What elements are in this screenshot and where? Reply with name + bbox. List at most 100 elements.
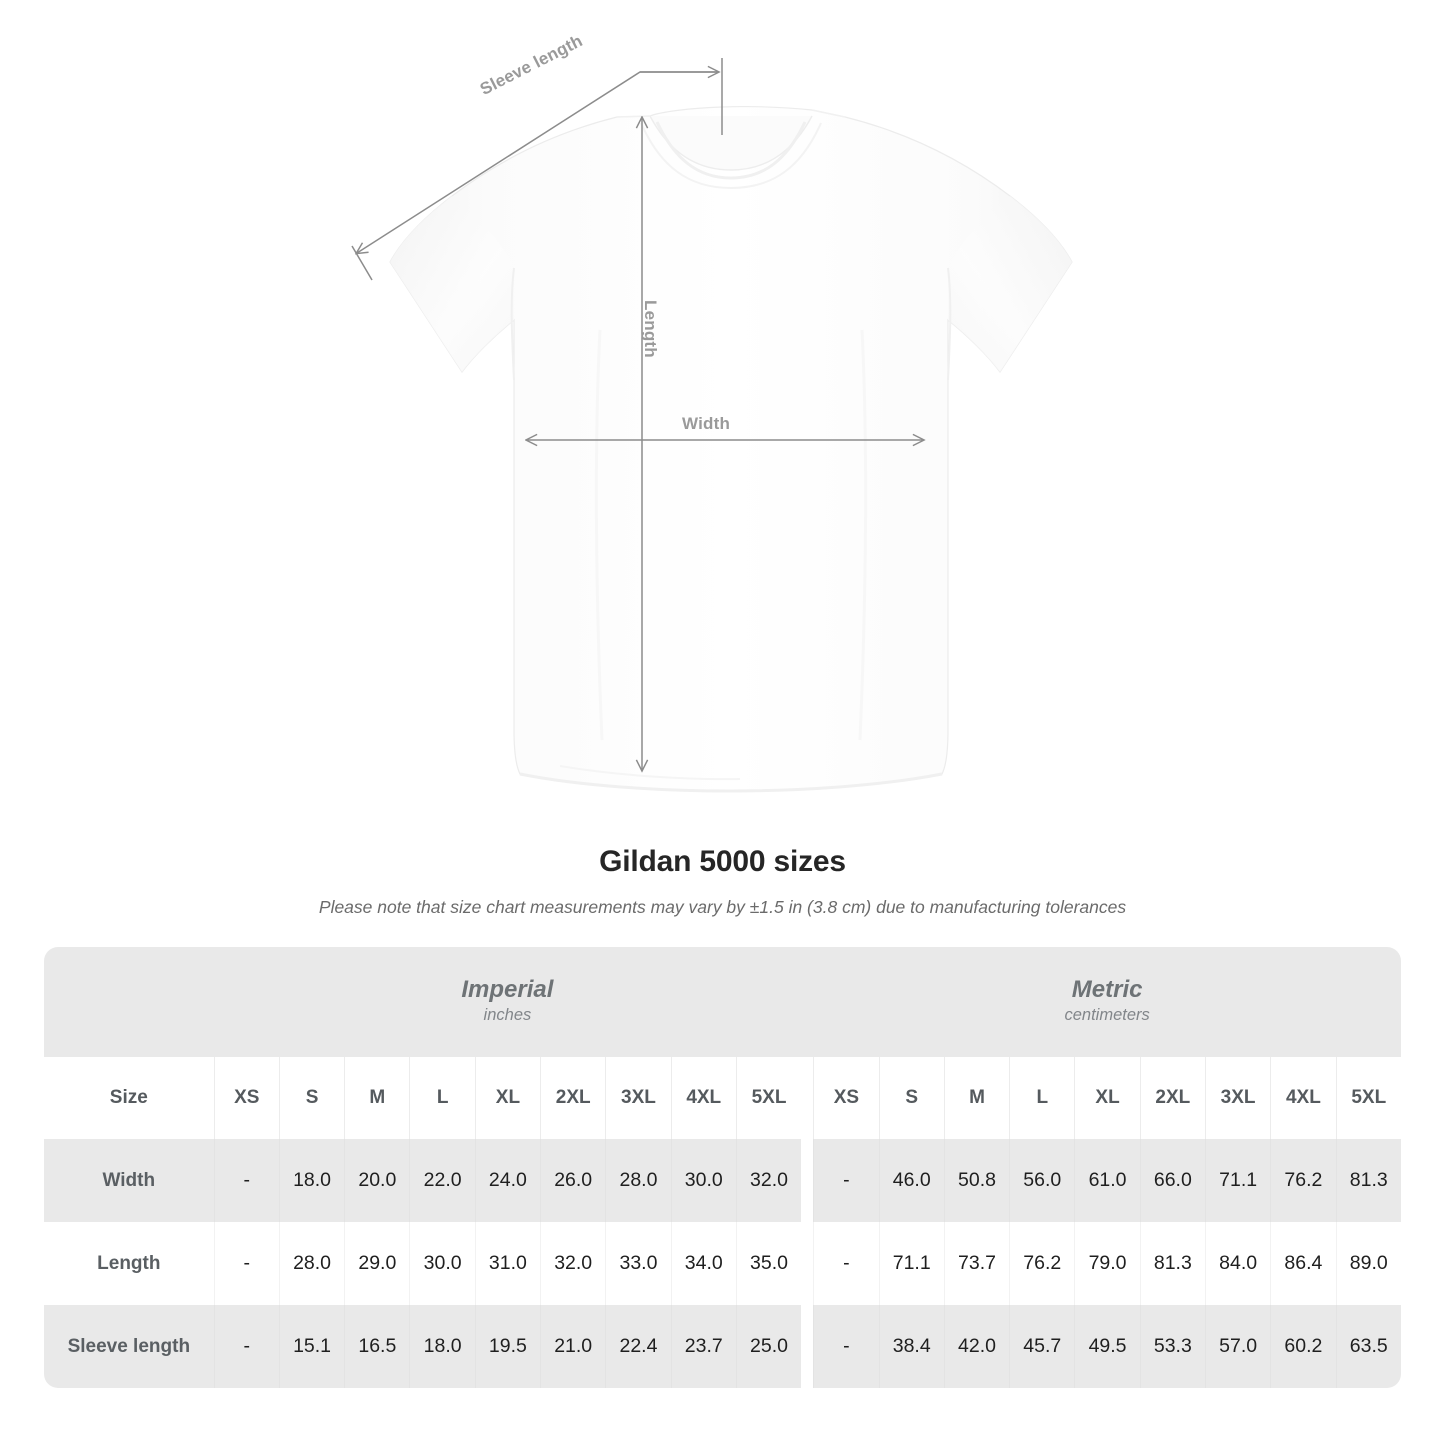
cell-imperial-s: 18.0 [278, 1139, 345, 1222]
size-header-metric-s: S [878, 1057, 944, 1139]
cell-imperial-m: 16.5 [344, 1305, 410, 1388]
cell-imperial-xl: 31.0 [474, 1222, 541, 1305]
cell-imperial-3xl: 22.4 [605, 1305, 671, 1388]
size-row-gap [801, 1057, 814, 1139]
cell-imperial-4xl: 23.7 [670, 1305, 736, 1388]
cell-metric-l: 45.7 [1009, 1305, 1075, 1388]
cell-imperial-3xl: 33.0 [605, 1222, 671, 1305]
size-header-imperial-5xl: 5XL [735, 1057, 802, 1139]
cell-imperial-2xl: 32.0 [540, 1222, 606, 1305]
cell-imperial-xs: - [213, 1222, 279, 1305]
cell-imperial-xl: 24.0 [474, 1139, 541, 1222]
cell-metric-s: 71.1 [878, 1222, 944, 1305]
cell-imperial-3xl: 28.0 [605, 1139, 671, 1222]
cell-imperial-xl: 19.5 [474, 1305, 541, 1388]
size-header-metric-m: M [943, 1057, 1010, 1139]
unit-row-gap [801, 947, 814, 1057]
metric-unit-header: Metric centimeters [813, 947, 1401, 1057]
tshirt-illustration [351, 58, 1073, 793]
cell-metric-2xl: 81.3 [1139, 1222, 1205, 1305]
size-header-imperial-4xl: 4XL [670, 1057, 736, 1139]
measure-label-sleeve-length: Sleeve length [44, 1305, 214, 1388]
size-header-metric-5xl: 5XL [1335, 1057, 1401, 1139]
size-header-metric-2xl: 2XL [1139, 1057, 1205, 1139]
size-header-metric-l: L [1009, 1057, 1075, 1139]
sleeve-tick-left [351, 245, 373, 281]
page-title: Gildan 5000 sizes [599, 845, 846, 878]
cell-metric-3xl: 84.0 [1204, 1222, 1271, 1305]
cell-imperial-m: 20.0 [344, 1139, 410, 1222]
metric-unit-header-name: Metric [1071, 975, 1143, 1003]
size-header-metric-xs: XS [813, 1057, 879, 1139]
size-header-imperial-m: M [344, 1057, 410, 1139]
size-header-row: Size XS S M L XL 2XL 3XL 4XL 5XL XS S M L XL 2XL 3XL 4XL 5… [44, 1057, 1401, 1139]
cell-metric-4xl: 60.2 [1270, 1305, 1336, 1388]
cell-metric-m: 42.0 [943, 1305, 1010, 1388]
cell-imperial-2xl: 26.0 [540, 1139, 606, 1222]
cell-metric-m: 73.7 [943, 1222, 1010, 1305]
imperial-unit-header-sub: inches [483, 1006, 532, 1025]
cell-metric-xs: - [813, 1139, 879, 1222]
cell-imperial-4xl: 30.0 [670, 1139, 736, 1222]
row-gap [801, 1222, 814, 1305]
cell-metric-3xl: 71.1 [1204, 1139, 1271, 1222]
length-dimension-label: Length [641, 300, 660, 358]
cell-metric-4xl: 76.2 [1270, 1139, 1336, 1222]
cell-imperial-4xl: 34.0 [670, 1222, 736, 1305]
cell-metric-l: 56.0 [1009, 1139, 1075, 1222]
cell-metric-4xl: 86.4 [1270, 1222, 1336, 1305]
size-column-header: Size [44, 1057, 214, 1139]
size-chart-heading-block: Gildan 5000 sizes Please note that size … [0, 845, 1445, 918]
cell-imperial-xs: - [213, 1305, 279, 1388]
cell-metric-3xl: 57.0 [1204, 1305, 1271, 1388]
cell-metric-xs: - [813, 1305, 879, 1388]
cell-metric-m: 50.8 [943, 1139, 1010, 1222]
cell-imperial-5xl: 25.0 [735, 1305, 802, 1388]
size-header-imperial-3xl: 3XL [605, 1057, 671, 1139]
unit-header-row: Imperial inches Metric centimeters [44, 947, 1401, 1057]
cell-imperial-xs: - [213, 1139, 279, 1222]
cell-metric-5xl: 63.5 [1335, 1305, 1401, 1388]
cell-imperial-5xl: 32.0 [735, 1139, 802, 1222]
size-header-imperial-2xl: 2XL [540, 1057, 606, 1139]
cell-metric-xl: 61.0 [1074, 1139, 1140, 1222]
size-header-metric-xl: XL [1074, 1057, 1140, 1139]
tshirt-measurement-diagram: Sleeve length Length Width [351, 31, 1073, 793]
tolerance-note: Please note that size chart measurements… [318, 897, 1127, 917]
cell-metric-s: 38.4 [878, 1305, 944, 1388]
cell-metric-2xl: 53.3 [1139, 1305, 1205, 1388]
measurement-lines [351, 58, 923, 770]
cell-metric-xl: 79.0 [1074, 1222, 1140, 1305]
row-gap [801, 1305, 814, 1388]
cell-imperial-s: 15.1 [278, 1305, 345, 1388]
size-chart-table-container: Imperial inches Metric centimeters Size XS S M L… [44, 947, 1401, 1388]
size-header-imperial-l: L [409, 1057, 475, 1139]
cell-imperial-l: 22.0 [409, 1139, 475, 1222]
cell-imperial-2xl: 21.0 [540, 1305, 606, 1388]
size-header-metric-4xl: 4XL [1270, 1057, 1336, 1139]
table-row: Width -18.0 20.0 22.0 24.0 26.0 28.0 30.0 32.0-4… [44, 1139, 1401, 1222]
cell-metric-2xl: 66.0 [1139, 1139, 1205, 1222]
cell-metric-l: 76.2 [1009, 1222, 1075, 1305]
cell-imperial-l: 30.0 [409, 1222, 475, 1305]
table-row: Sleeve length -15.1 16.5 18.0 19.5 21.0 22.4 23… [44, 1305, 1401, 1388]
imperial-unit-header: Imperial inches [213, 947, 802, 1057]
tshirt-shape [389, 106, 1073, 793]
measure-label-width: Width [44, 1139, 214, 1222]
metric-unit-header-sub: centimeters [1064, 1006, 1150, 1025]
size-chart-table: Imperial inches Metric centimeters Size XS S M L… [44, 947, 1401, 1388]
size-header-metric-3xl: 3XL [1204, 1057, 1271, 1139]
size-header-imperial-xs: XS [213, 1057, 279, 1139]
imperial-unit-header-name: Imperial [461, 975, 554, 1003]
cell-metric-s: 46.0 [878, 1139, 944, 1222]
cell-imperial-s: 28.0 [278, 1222, 345, 1305]
cell-metric-xl: 49.5 [1074, 1305, 1140, 1388]
cell-imperial-5xl: 35.0 [735, 1222, 802, 1305]
table-row: Length -28.0 29.0 30.0 31.0 32.0 33.0 34.0 35.0-… [44, 1222, 1401, 1305]
cell-metric-5xl: 89.0 [1335, 1222, 1401, 1305]
size-header-imperial-xl: XL [474, 1057, 541, 1139]
cell-imperial-l: 18.0 [409, 1305, 475, 1388]
cell-imperial-m: 29.0 [344, 1222, 410, 1305]
cell-metric-5xl: 81.3 [1335, 1139, 1401, 1222]
unit-row-corner-left [44, 947, 214, 1057]
